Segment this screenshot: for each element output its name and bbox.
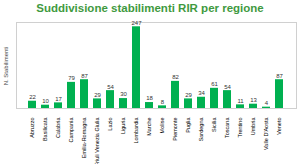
svg-text:Valle D'Aosta: Valle D'Aosta: [263, 117, 269, 150]
svg-text:Lazio: Lazio: [107, 118, 113, 131]
svg-text:Trentino: Trentino: [237, 118, 243, 138]
html-text:N. Stabilimenti: N. Stabilimenti: [3, 46, 9, 86]
svg-text:Campania: Campania: [68, 117, 74, 143]
svg-text:Liguria: Liguria: [120, 117, 126, 134]
svg-text:82: 82: [172, 74, 179, 80]
svg-text:29: 29: [94, 92, 101, 98]
svg-text:Umbria: Umbria: [250, 117, 256, 136]
svg-text:10: 10: [42, 98, 49, 104]
svg-text:247: 247: [131, 20, 142, 26]
svg-text:22: 22: [29, 94, 36, 100]
svg-text:Molise: Molise: [159, 118, 165, 134]
svg-text:Piemonte: Piemonte: [172, 118, 178, 141]
svg-text:Lombardia: Lombardia: [133, 117, 139, 144]
svg-text:Friuli Venezia Giulia: Friuli Venezia Giulia: [94, 117, 100, 164]
svg-text:8: 8: [161, 99, 165, 105]
svg-text:Puglia: Puglia: [185, 117, 191, 133]
svg-text:17: 17: [55, 96, 62, 102]
svg-text:34: 34: [198, 90, 205, 96]
svg-text:11: 11: [237, 98, 244, 104]
svg-text:Sardegna: Sardegna: [198, 117, 204, 142]
svg-text:30: 30: [120, 91, 127, 97]
svg-text:87: 87: [276, 73, 283, 79]
svg-text:13: 13: [250, 97, 257, 103]
html-text:Suddivisione stabilimenti RIR: Suddivisione stabilimenti RIR per region…: [36, 2, 264, 14]
svg-text:29: 29: [185, 92, 192, 98]
svg-text:87: 87: [81, 73, 88, 79]
svg-text:79: 79: [68, 75, 75, 81]
svg-text:Marche: Marche: [146, 118, 152, 136]
svg-text:61: 61: [211, 81, 218, 87]
svg-text:Emilia-Romagna: Emilia-Romagna: [81, 117, 87, 159]
svg-text:Calabria: Calabria: [55, 117, 61, 138]
svg-text:54: 54: [224, 84, 231, 90]
svg-text:Veneto: Veneto: [276, 118, 282, 135]
svg-text:18: 18: [146, 95, 153, 101]
svg-text:Toscana: Toscana: [224, 117, 230, 138]
svg-text:54: 54: [107, 84, 114, 90]
svg-text:Abruzzo: Abruzzo: [29, 118, 35, 138]
svg-text:4: 4: [265, 100, 269, 106]
svg-text:Sicilia: Sicilia: [211, 117, 217, 132]
svg-text:Basilicata: Basilicata: [42, 117, 48, 141]
